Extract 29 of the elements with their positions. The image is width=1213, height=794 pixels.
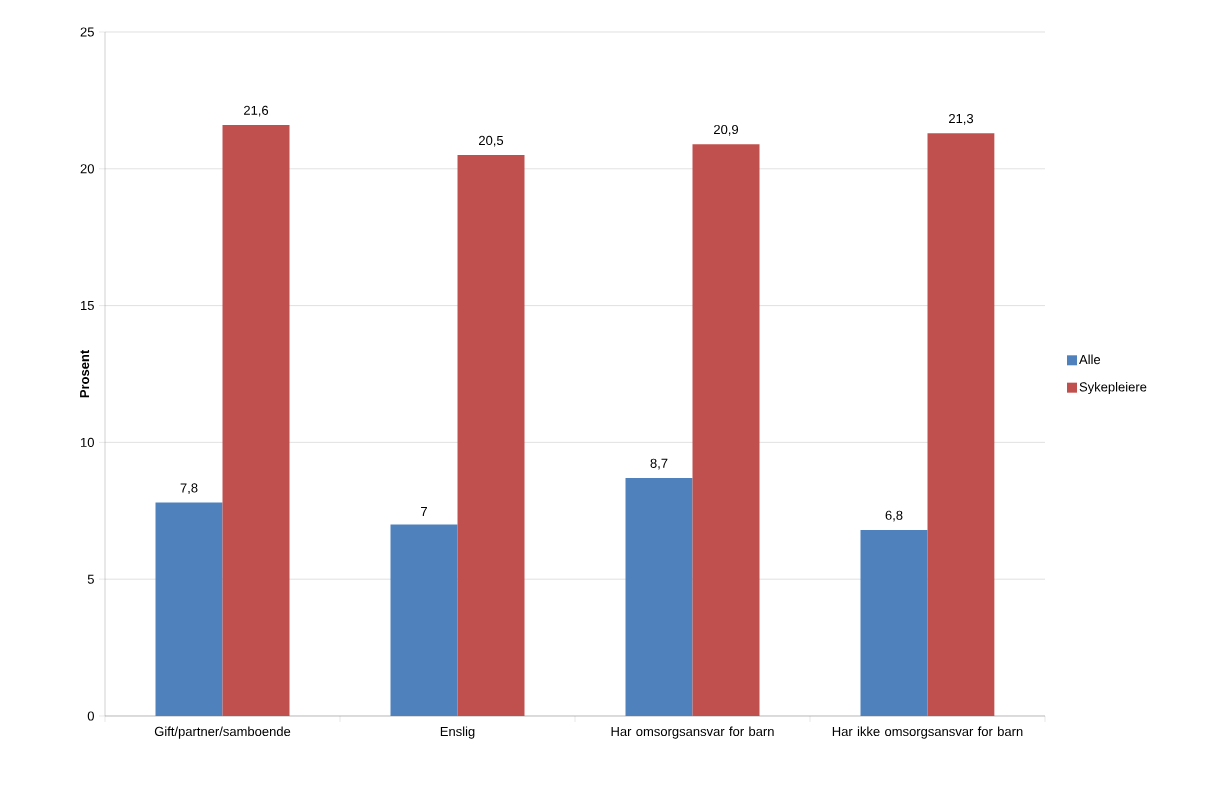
y-axis-title: Prosent	[80, 349, 90, 398]
legend-label: Alle	[1079, 354, 1101, 365]
x-tick-label: Gift/partner/samboende	[154, 726, 291, 739]
y-tick-label: 15	[81, 301, 94, 311]
x-tick-label: Har omsorgsansvar for barn	[611, 726, 774, 739]
bar	[457, 155, 525, 716]
y-tick-label: 25	[80, 27, 94, 37]
y-tick-label: 0	[87, 711, 94, 721]
y-tick-label: 5	[87, 574, 94, 584]
y-tick-label: 10	[81, 437, 94, 447]
data-label: 8,7	[650, 458, 668, 470]
bar	[860, 529, 928, 716]
x-tick-label: Enslig	[440, 726, 475, 739]
bar	[222, 125, 290, 716]
data-label: 6,8	[885, 510, 903, 522]
x-tick-label: Har ikke omsorgsansvar for barn	[832, 726, 1023, 739]
bar	[927, 133, 995, 716]
legend-label: Sykepleiere	[1079, 381, 1147, 395]
y-tick-label: 20	[80, 164, 94, 174]
bar	[692, 144, 760, 716]
data-label: 20,9	[714, 124, 739, 136]
bar	[390, 524, 458, 716]
bar	[155, 502, 223, 716]
bar	[625, 477, 693, 716]
data-label: 7	[421, 506, 427, 516]
data-label: 21,3	[949, 113, 974, 125]
data-label: 7,8	[180, 483, 198, 495]
data-label: 20,5	[479, 135, 504, 147]
data-label: 21,6	[244, 105, 269, 117]
